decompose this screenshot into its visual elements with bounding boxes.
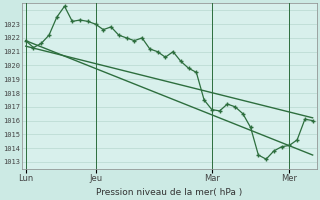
X-axis label: Pression niveau de la mer( hPa ): Pression niveau de la mer( hPa ) bbox=[96, 188, 242, 197]
